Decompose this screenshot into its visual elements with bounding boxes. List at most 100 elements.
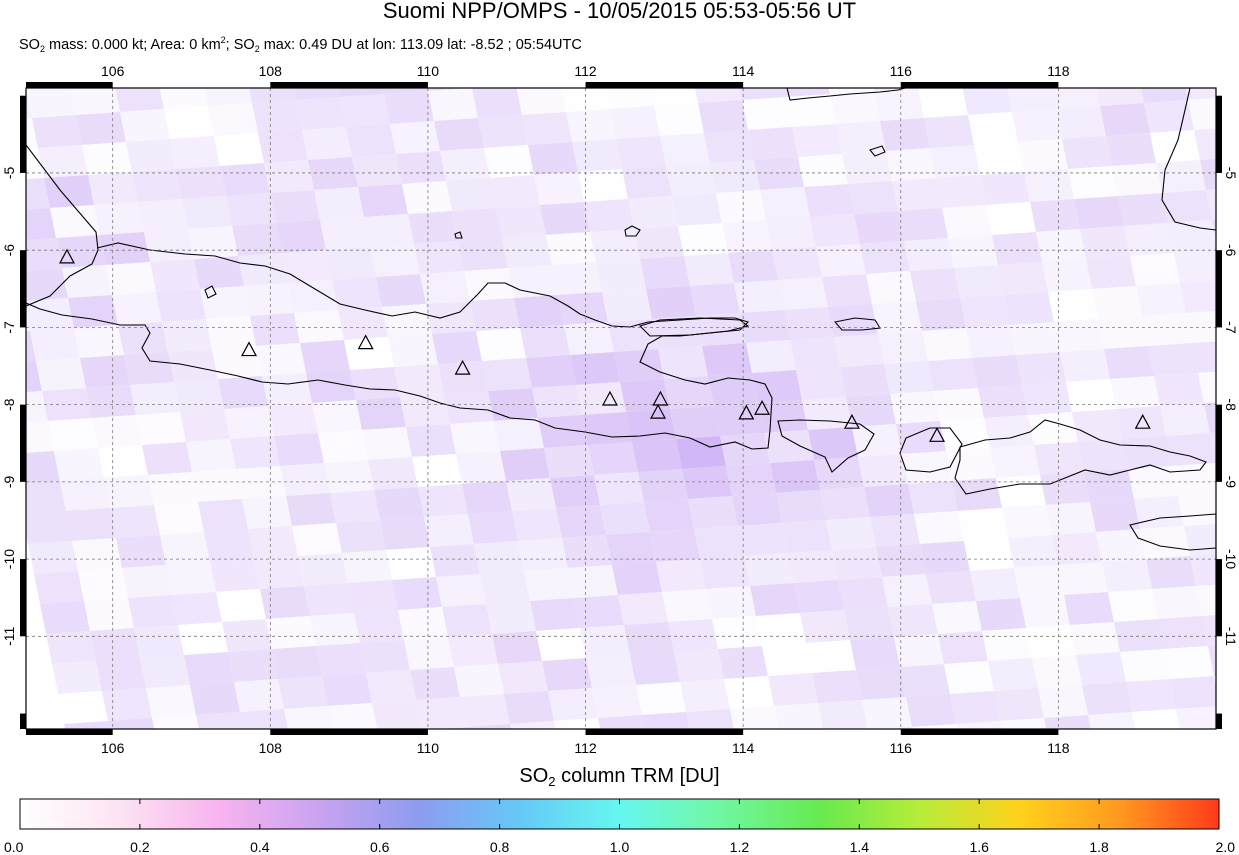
so2-cell [566,109,616,142]
so2-cell [42,388,92,421]
so2-cell [446,178,496,211]
so2-cell [249,88,296,103]
so2-cell [224,406,274,439]
lat-label-right: -9 [1223,476,1239,489]
so2-cell [812,1,862,34]
so2-cell [774,34,824,67]
so2-cell [1018,139,1068,172]
so2-cell [96,658,146,691]
coastline-thousand-islands [204,285,217,299]
frame-segment [1216,559,1222,637]
so2-cell [1226,64,1239,97]
so2-cell [386,547,436,580]
so2-cell [898,208,948,241]
lon-label-bottom: 114 [732,740,755,756]
so2-cell [462,481,512,514]
so2-cell [744,553,794,586]
so2-cell [516,88,566,115]
so2-cell [54,448,104,481]
so2-cell [1128,466,1178,499]
so2-cell [860,241,910,274]
so2-cell [1004,292,1054,325]
so2-cell [170,136,220,169]
so2-cell [318,430,368,463]
so2-cell [62,265,112,298]
so2-cell [344,337,394,370]
so2-cell [1000,718,1047,729]
so2-cell [704,130,754,163]
colorbar-tick-label: 1.4 [850,839,870,855]
so2-cell [992,232,1042,265]
so2-cell [954,265,1004,298]
so2-cell [842,151,892,184]
so2-cell [1002,505,1052,538]
so2-cell [904,238,954,271]
so2-cell [440,148,490,181]
so2-cell [580,625,630,658]
so2-cell [914,511,964,544]
so2-cell [1166,433,1216,466]
so2-cell [878,331,928,364]
volcano-markers [58,248,1151,442]
so2-cell [420,271,470,304]
so2-cell [594,472,644,505]
so2-cell [76,112,126,145]
so2-cell [1176,37,1226,70]
so2-cell [834,334,884,367]
frame-segment [26,729,113,735]
so2-cell [676,436,726,469]
so2-cell [910,268,960,301]
so2-cell [304,583,354,616]
so2-cell [342,550,392,583]
so2-cell [722,220,772,253]
so2-cell [646,286,696,319]
so2-cell [118,322,168,355]
so2-cell [1160,403,1210,436]
so2-cell [510,721,556,729]
so2-cell [650,88,698,106]
so2-cell [600,502,650,535]
so2-cell [506,478,556,511]
so2-cell [178,622,228,655]
so2-cell [926,571,976,604]
coastline-borneo [786,88,906,101]
so2-cell [1194,128,1216,160]
so2-cell [26,311,30,332]
so2-cell [824,730,874,763]
so2-cell [1008,535,1058,568]
so2-cell [220,163,270,196]
so2-cell [154,502,204,535]
so2-cell [1096,88,1144,106]
so2-cell [628,196,678,229]
so2-cell [1206,189,1216,220]
so2-cell [884,361,934,394]
so2-cell [944,661,994,694]
so2-cell [902,451,952,484]
so2-cell [332,277,382,310]
so2-cell [128,595,178,628]
so2-cell [626,409,676,442]
so2-cell [486,601,536,634]
so2-cell [794,580,844,613]
so2-cell [732,493,782,526]
so2-cell [768,673,818,706]
so2-cell [38,145,88,178]
so2-cell [762,643,812,676]
so2-cell [32,115,82,148]
so2-cell [1076,652,1126,685]
so2-cell [932,601,982,634]
so2-cell [418,484,468,517]
so2-cell [946,448,996,481]
so2-cell [956,721,1002,729]
so2-cell [452,208,502,241]
so2-cell [296,97,346,130]
so2-cell [696,313,746,346]
so2-cell [198,499,248,532]
so2-cell [1136,283,1186,316]
coastline-masalembu [869,145,886,157]
so2-cell [1082,13,1132,46]
so2-cell [174,379,224,412]
so2-cell [716,190,766,223]
so2-cell [872,301,922,334]
